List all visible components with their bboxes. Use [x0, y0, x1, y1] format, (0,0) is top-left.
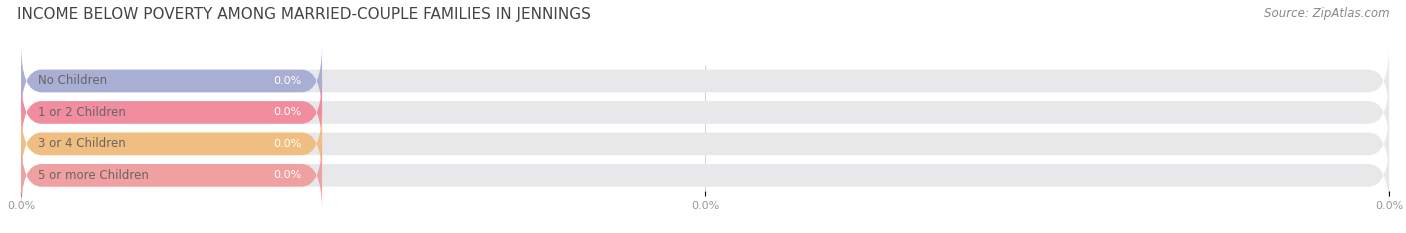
Text: 0.0%: 0.0% — [273, 139, 301, 149]
FancyBboxPatch shape — [21, 45, 1389, 117]
Text: INCOME BELOW POVERTY AMONG MARRIED-COUPLE FAMILIES IN JENNINGS: INCOME BELOW POVERTY AMONG MARRIED-COUPL… — [17, 7, 591, 22]
Text: 1 or 2 Children: 1 or 2 Children — [38, 106, 125, 119]
Text: 0.0%: 0.0% — [273, 107, 301, 117]
FancyBboxPatch shape — [21, 140, 322, 211]
FancyBboxPatch shape — [21, 108, 1389, 180]
Text: 0.0%: 0.0% — [273, 170, 301, 180]
Text: Source: ZipAtlas.com: Source: ZipAtlas.com — [1264, 7, 1389, 20]
FancyBboxPatch shape — [21, 45, 322, 117]
FancyBboxPatch shape — [21, 77, 322, 148]
Text: 3 or 4 Children: 3 or 4 Children — [38, 137, 125, 150]
Text: 0.0%: 0.0% — [273, 76, 301, 86]
Text: No Children: No Children — [38, 75, 107, 87]
FancyBboxPatch shape — [21, 77, 1389, 148]
FancyBboxPatch shape — [21, 108, 322, 180]
FancyBboxPatch shape — [21, 140, 1389, 211]
Text: 5 or more Children: 5 or more Children — [38, 169, 149, 182]
